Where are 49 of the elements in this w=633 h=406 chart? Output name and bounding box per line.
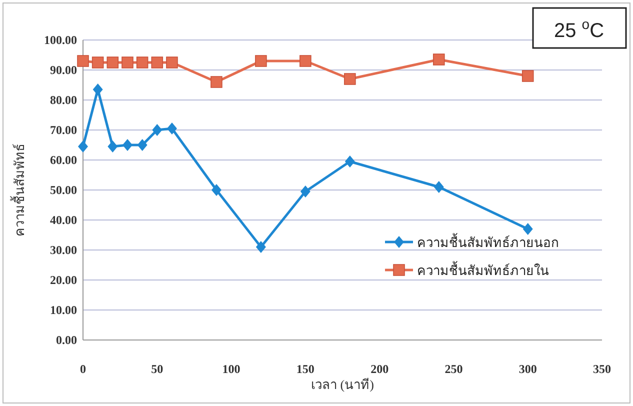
x-tick-label: 350 bbox=[593, 362, 611, 376]
point bbox=[210, 76, 222, 88]
point bbox=[255, 55, 267, 67]
point bbox=[92, 84, 103, 96]
x-tick-label: 300 bbox=[518, 362, 537, 376]
y-tick-label: 80.00 bbox=[50, 93, 77, 107]
legend-label: ความชื้นสัมพัทธ์ภายใน bbox=[417, 261, 549, 278]
point bbox=[522, 70, 534, 82]
x-axis-title: เวลา (นาที) bbox=[311, 377, 374, 392]
y-tick-label: 90.00 bbox=[50, 63, 77, 77]
point bbox=[77, 55, 89, 67]
x-tick-label: 0 bbox=[80, 362, 86, 376]
point bbox=[78, 140, 88, 152]
y-tick-label: 0.00 bbox=[56, 333, 77, 347]
y-tick-label: 30.00 bbox=[50, 243, 77, 257]
y-tick-label: 100.00 bbox=[44, 33, 77, 47]
x-tick-label: 250 bbox=[444, 362, 463, 376]
x-tick-label: 200 bbox=[370, 362, 389, 376]
y-tick-label: 70.00 bbox=[50, 123, 77, 137]
y-tick-label: 10.00 bbox=[50, 303, 77, 317]
point bbox=[122, 139, 132, 151]
x-tick-label: 150 bbox=[296, 362, 314, 376]
point bbox=[122, 56, 134, 68]
point bbox=[166, 122, 177, 134]
annotation: 25 $^{o}$C bbox=[554, 16, 604, 42]
point bbox=[432, 54, 445, 66]
y-tick-label: 60.00 bbox=[50, 153, 77, 167]
point bbox=[434, 181, 444, 193]
x-tick-label: 100 bbox=[222, 362, 240, 376]
point bbox=[108, 140, 118, 152]
point bbox=[136, 56, 148, 68]
point bbox=[152, 124, 162, 136]
y-axis-title: ความชื้นสัมพัทธ์ bbox=[10, 144, 27, 236]
point bbox=[151, 56, 164, 68]
point bbox=[344, 156, 355, 168]
point bbox=[256, 241, 266, 253]
point bbox=[92, 56, 104, 68]
point bbox=[166, 56, 178, 68]
point bbox=[300, 55, 312, 67]
y-tick-label: 20.00 bbox=[50, 273, 77, 287]
point bbox=[137, 139, 148, 151]
y-tick-label: 50.00 bbox=[50, 183, 77, 197]
x-tick-label: 50 bbox=[151, 362, 164, 376]
y-tick-label: 40.00 bbox=[50, 213, 77, 227]
point bbox=[106, 56, 119, 68]
point bbox=[211, 184, 222, 196]
point bbox=[300, 186, 310, 198]
point bbox=[344, 73, 356, 85]
legend-label: ความชื้นสัมพัทธ์ภายนอก bbox=[417, 233, 559, 250]
